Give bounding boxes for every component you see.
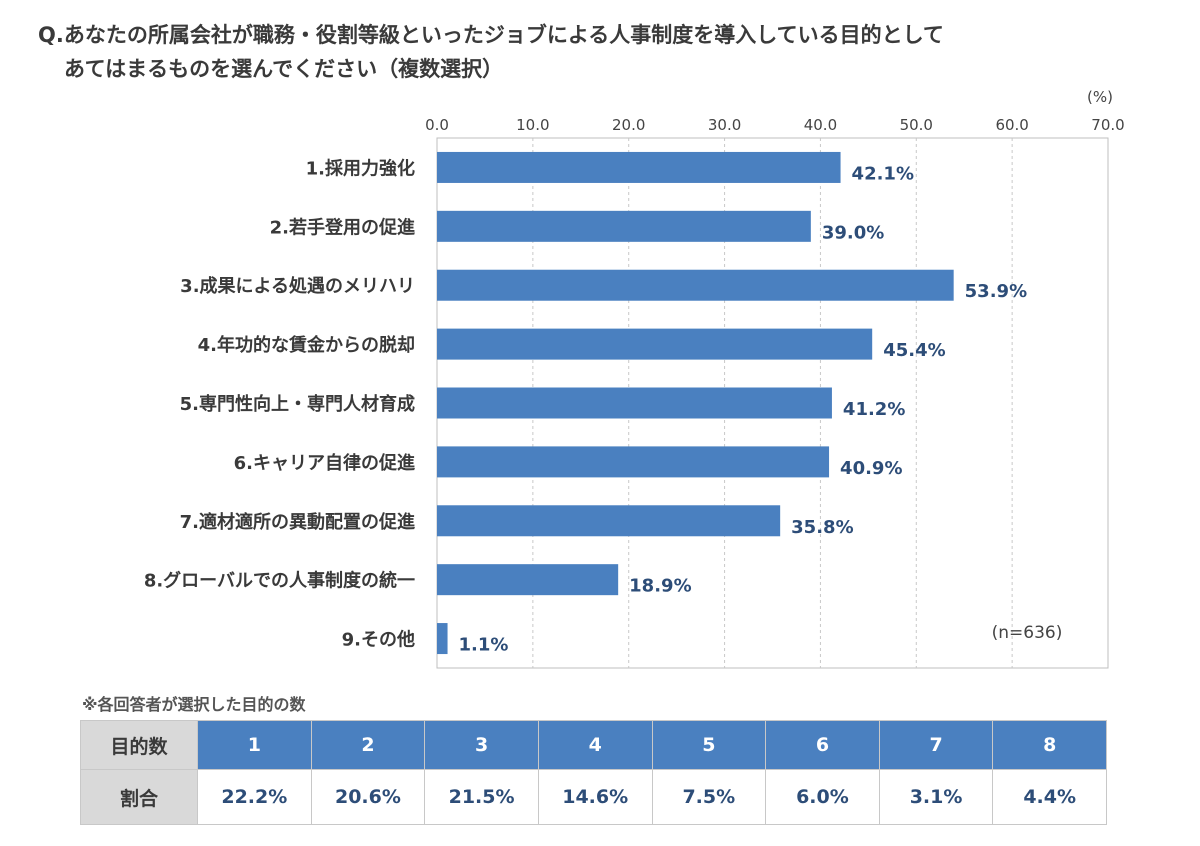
category-label: 2.若手登用の促進 (270, 216, 415, 238)
count-cell: 1 (197, 720, 312, 770)
count-cell: 8 (992, 720, 1107, 770)
count-cell: 2 (310, 720, 426, 770)
category-label: 8.グローバルでの人事制度の統一 (144, 570, 415, 592)
table-footnote: ※各回答者が選択した目的の数 (82, 695, 306, 714)
bar (437, 328, 873, 360)
count-cell: 5 (651, 720, 767, 770)
data-label: 41.2% (843, 399, 905, 420)
category-label: 9.その他 (342, 629, 415, 651)
question-title: Q.あなたの所属会社が職務・役割等級といったジョブによる人事制度を導入している目… (38, 18, 1178, 86)
x-tick-label: 70.0 (1091, 116, 1124, 134)
count-cell: 3 (424, 720, 539, 770)
ratio-header: 割合 (80, 769, 198, 825)
bar (437, 210, 811, 242)
bar (437, 387, 832, 419)
x-tick-label: 20.0 (612, 116, 645, 134)
category-label: 1.採用力強化 (306, 157, 415, 179)
ratio-row: 割合 22.2% 20.6% 21.5% 14.6% 7.5% 6.0% 3.1… (80, 769, 1107, 825)
purpose-count-table: 目的数 1 2 3 4 5 6 7 8 割合 22.2% 20.6% 21.5%… (80, 720, 1107, 825)
ratio-cell: 22.2% (197, 769, 312, 825)
data-label: 42.1% (852, 163, 914, 184)
category-label: 4.年功的な賃金からの脱却 (198, 334, 415, 356)
x-tick-label: 40.0 (804, 116, 837, 134)
category-label: 3.成果による処遇のメリハリ (180, 275, 415, 297)
data-label: 35.8% (791, 517, 853, 538)
count-cell: 6 (765, 720, 880, 770)
count-cell: 7 (878, 720, 994, 770)
bar (437, 269, 954, 301)
count-cell: 4 (537, 720, 653, 770)
category-label: 6.キャリア自律の促進 (234, 452, 415, 474)
x-tick-label: 50.0 (900, 116, 933, 134)
question-line-1: Q.あなたの所属会社が職務・役割等級といったジョブによる人事制度を導入している目… (38, 23, 944, 47)
x-tick-label: 0.0 (425, 116, 449, 134)
data-label: 53.9% (965, 281, 1027, 302)
category-label: 5.専門性向上・専門人材育成 (180, 393, 415, 415)
ratio-cell: 14.6% (537, 769, 653, 825)
bar (437, 505, 781, 537)
ratio-cell: 6.0% (765, 769, 880, 825)
x-unit-label: (%) (1087, 88, 1113, 106)
data-label: 39.0% (822, 222, 884, 243)
bar (437, 564, 619, 596)
ratio-cell: 20.6% (310, 769, 426, 825)
x-tick-label: 10.0 (516, 116, 549, 134)
bar (437, 623, 448, 655)
ratio-cell: 4.4% (992, 769, 1107, 825)
purpose-count-row: 目的数 1 2 3 4 5 6 7 8 (80, 720, 1107, 770)
ratio-cell: 3.1% (878, 769, 994, 825)
sample-size-note: (n=636) (992, 623, 1063, 643)
ratio-cell: 21.5% (424, 769, 539, 825)
data-label: 1.1% (459, 635, 509, 656)
x-tick-label: 60.0 (995, 116, 1028, 134)
data-label: 18.9% (629, 576, 691, 597)
purpose-count-header: 目的数 (80, 720, 198, 770)
question-line-2: あてはまるものを選んでください（複数選択） (64, 57, 504, 81)
category-label: 7.適材適所の異動配置の促進 (180, 511, 415, 533)
ratio-cell: 7.5% (651, 769, 767, 825)
bar-chart: 0.0 10.0 20.0 30.0 40.0 50.0 60.0 70.0 (%) 1.採用力強… (144, 88, 1125, 669)
bar (437, 446, 830, 478)
data-label: 40.9% (840, 458, 902, 479)
data-label: 45.4% (883, 340, 945, 361)
x-tick-label: 30.0 (708, 116, 741, 134)
bar (437, 151, 841, 183)
